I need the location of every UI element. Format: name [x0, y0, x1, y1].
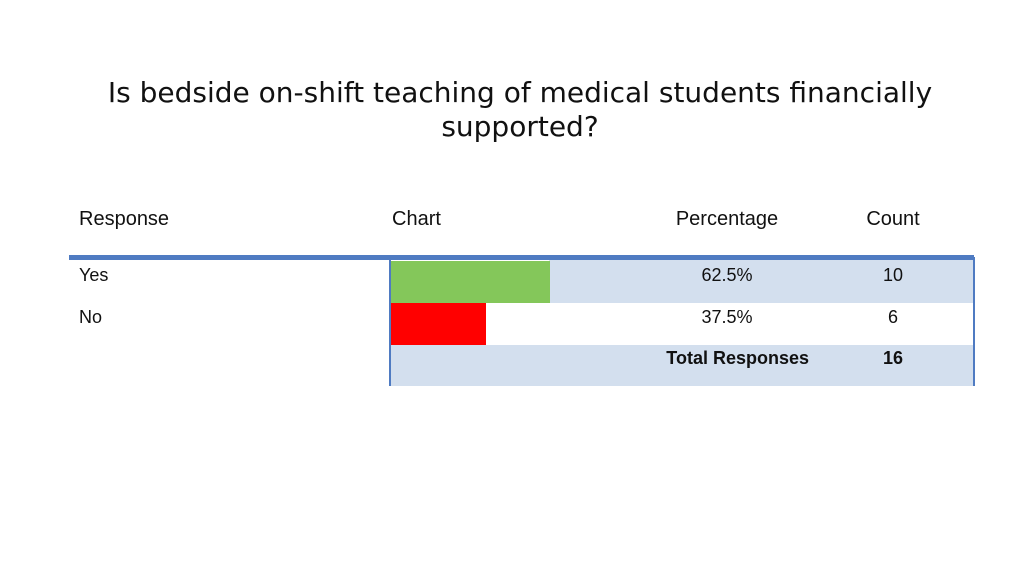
header-percentage: Percentage [675, 208, 779, 230]
header-count: Count [866, 208, 920, 230]
bar-yes [391, 261, 550, 303]
chart-column-left-border [389, 260, 391, 386]
chart-title: Is bedside on-shift teaching of medical … [107, 76, 933, 143]
bar-no [391, 303, 486, 345]
total-responses-count: 16 [882, 348, 904, 368]
row-yes-percentage: 62.5% [701, 265, 753, 285]
row-no-percentage: 37.5% [701, 307, 753, 327]
row-yes-response: Yes [79, 265, 109, 285]
header-chart: Chart [392, 208, 441, 230]
row-no-count: 6 [887, 307, 898, 327]
row-yes-count: 10 [882, 265, 904, 285]
row-yes-shading [549, 260, 975, 303]
header-divider [69, 255, 974, 260]
table-right-border [973, 257, 975, 386]
total-row-shading [390, 345, 975, 386]
total-responses-label: Total Responses [666, 348, 809, 368]
row-no-response: No [79, 307, 103, 327]
header-response: Response [79, 208, 170, 230]
